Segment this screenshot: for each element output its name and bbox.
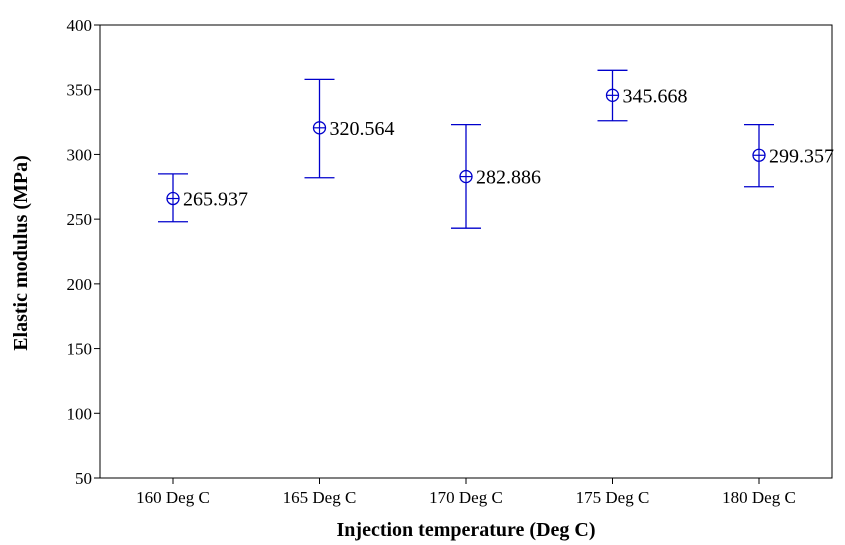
x-tick-label: 165 Deg C xyxy=(283,488,357,507)
data-label: 320.564 xyxy=(330,118,395,140)
y-tick-label: 200 xyxy=(67,275,93,294)
y-axis: 50 100 150 200 250 300 350 400 xyxy=(67,16,100,488)
data-point xyxy=(459,169,473,184)
data-point xyxy=(605,88,620,102)
y-tick-label: 300 xyxy=(67,145,93,164)
x-tick-label: 180 Deg C xyxy=(722,488,796,507)
y-axis-title: Elastic modulus (MPa) xyxy=(10,155,32,351)
data-label: 265.937 xyxy=(183,189,248,211)
data-point xyxy=(166,191,180,206)
y-tick-label: 350 xyxy=(67,81,93,100)
data-point xyxy=(312,121,327,135)
x-tick-label: 175 Deg C xyxy=(576,488,650,507)
data-point xyxy=(752,148,766,162)
data-label: 345.668 xyxy=(623,85,688,107)
data-labels: 265.937 320.564 282.886 345.668 299.357 xyxy=(183,85,834,210)
y-tick-label: 250 xyxy=(67,210,93,229)
x-axis-title: Injection temperature (Deg C) xyxy=(337,519,596,541)
y-tick-label: 50 xyxy=(75,469,92,488)
x-tick-label: 160 Deg C xyxy=(136,488,210,507)
y-tick-label: 400 xyxy=(67,16,93,35)
y-tick-label: 100 xyxy=(67,404,93,423)
x-tick-label: 170 Deg C xyxy=(429,488,503,507)
data-markers xyxy=(166,88,766,206)
y-tick-label: 150 xyxy=(67,340,93,359)
plot-area xyxy=(99,24,833,479)
x-axis: 160 Deg C 165 Deg C 170 Deg C 175 Deg C 180 … xyxy=(136,478,796,507)
data-label: 282.886 xyxy=(476,167,541,189)
data-label: 299.357 xyxy=(769,145,834,167)
